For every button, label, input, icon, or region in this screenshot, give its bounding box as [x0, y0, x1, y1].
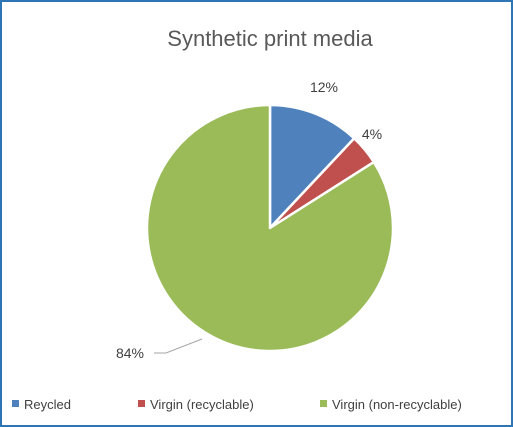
chart-title: Synthetic print media	[167, 26, 373, 51]
data-labels: 12% 4% 84%	[116, 79, 382, 361]
data-label-virgin-non-recyclable: 84%	[116, 345, 144, 361]
data-label-reycled: 12%	[310, 79, 338, 95]
leader-lines	[154, 338, 203, 354]
legend-label-virgin-recyclable: Virgin (recyclable)	[150, 397, 254, 412]
legend-swatch-virgin-recyclable	[138, 400, 145, 407]
data-label-virgin-recyclable: 4%	[362, 126, 382, 142]
leader-line-virgin-non-recyclable	[154, 338, 203, 354]
legend: Reycled Virgin (recyclable) Virgin (non-re…	[12, 397, 462, 412]
pie-slices	[145, 103, 395, 353]
legend-swatch-reycled	[12, 400, 19, 407]
pie-slice-virgin-non-recyclable	[145, 103, 395, 353]
legend-label-virgin-non-recyclable: Virgin (non-recyclable)	[332, 397, 462, 412]
legend-label-reycled: Reycled	[24, 397, 71, 412]
legend-swatch-virgin-non-recyclable	[320, 400, 327, 407]
pie-slice-reycled	[268, 103, 356, 230]
